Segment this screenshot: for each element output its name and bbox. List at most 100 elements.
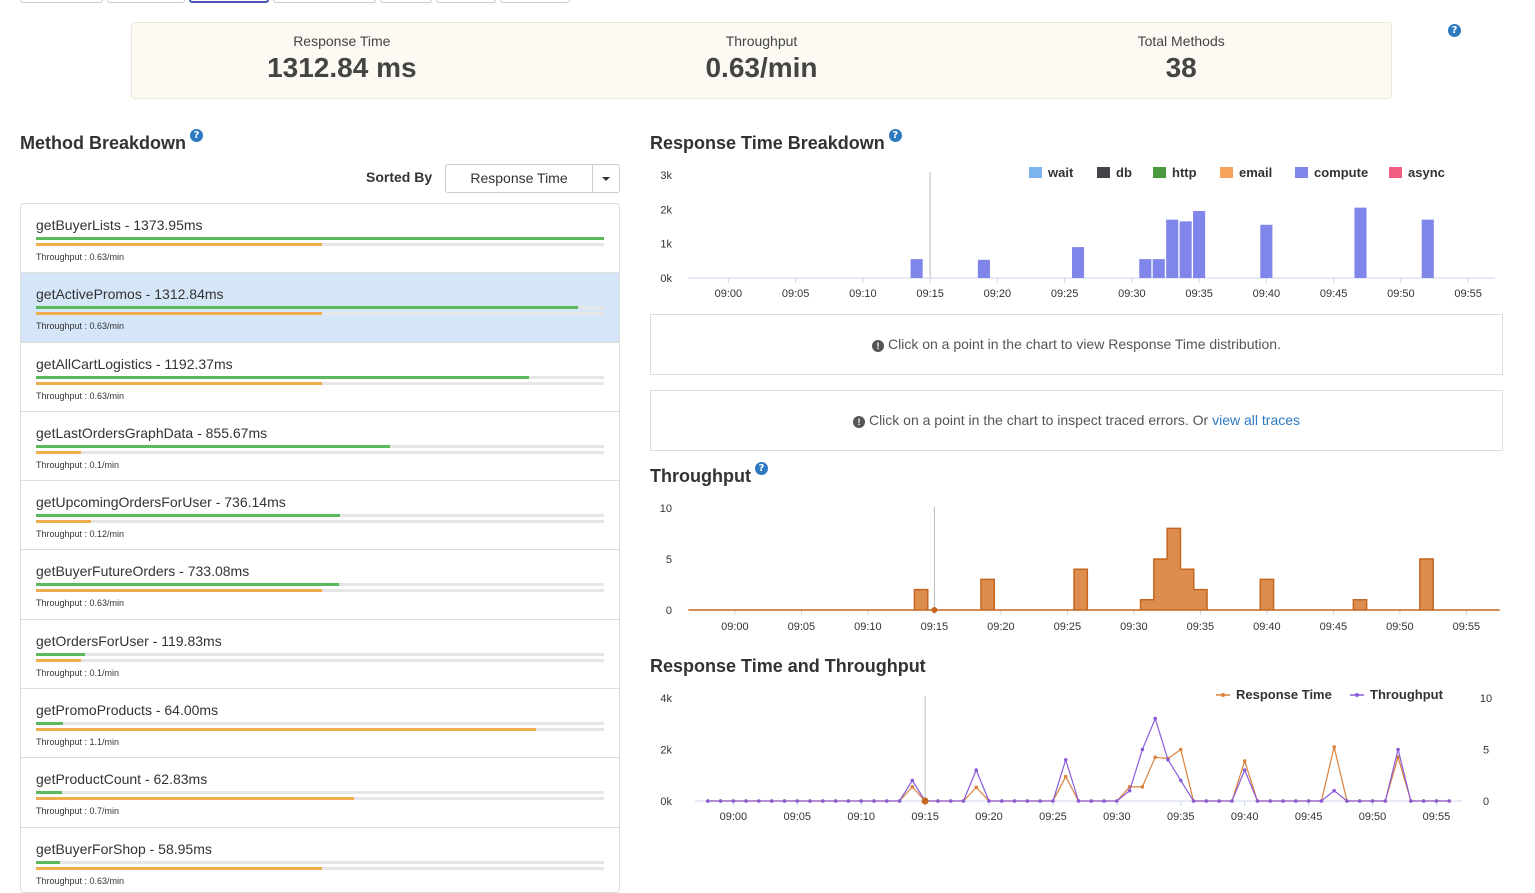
method-row[interactable]: getOrdersForUser - 119.83ms Throughput : … bbox=[21, 620, 619, 690]
throughput-bar bbox=[36, 243, 604, 246]
series-point bbox=[1421, 799, 1426, 803]
legend-item-async[interactable]: async bbox=[1389, 165, 1445, 180]
legend-swatch bbox=[1220, 167, 1233, 178]
series-point bbox=[1191, 799, 1196, 803]
throughput-chart[interactable]: 0 5 10 09:00 09:05 09:10 09:15 09:20 09:25 09:30 0… bbox=[650, 495, 1510, 640]
metric-value: 0.63/min bbox=[705, 52, 818, 83]
method-throughput: Throughput : 0.1/min bbox=[36, 667, 120, 678]
series-point bbox=[974, 768, 979, 772]
throughput-bar-fill bbox=[36, 589, 323, 593]
tab-5[interactable] bbox=[380, 0, 432, 3]
method-name: getBuyerForShop - 58.95ms bbox=[36, 840, 212, 857]
response-time-bar-fill bbox=[36, 514, 341, 518]
method-throughput: Throughput : 1.1/min bbox=[36, 737, 120, 748]
help-icon[interactable]: ? bbox=[1448, 24, 1461, 37]
throughput-bar-fill bbox=[36, 381, 323, 385]
x-tick-label: 09:35 bbox=[1185, 288, 1213, 300]
series-point bbox=[872, 799, 876, 803]
x-tick-label: 09:50 bbox=[1386, 621, 1414, 633]
response-time-bar-fill bbox=[36, 237, 604, 240]
throughput-bar-fill bbox=[36, 450, 82, 454]
response-time-bar bbox=[36, 583, 604, 587]
view-all-traces-link[interactable]: view all traces bbox=[1212, 412, 1301, 428]
series-point bbox=[1332, 745, 1336, 749]
metric-total-methods: Total Methods 38 bbox=[971, 23, 1391, 98]
method-row[interactable]: getUpcomingOrdersForUser - 736.14ms Throu… bbox=[21, 481, 619, 551]
series-point bbox=[1434, 799, 1439, 803]
help-icon[interactable]: ? bbox=[888, 129, 902, 142]
chevron-down-icon[interactable] bbox=[593, 165, 619, 192]
x-tick-label: 09:35 bbox=[1187, 621, 1215, 633]
sorted-by-label: Sorted By bbox=[366, 169, 433, 185]
method-row[interactable]: getAllCartLogistics - 1192.37ms Throughpu… bbox=[21, 343, 619, 412]
rt-throughput-chart[interactable]: 0k 2k 4k 0 5 10 09:00 09:05 09:10 09:15 09:20 09:25… bbox=[650, 684, 1510, 829]
response-time-bar bbox=[36, 237, 604, 240]
x-tick-label: 09:15 bbox=[911, 811, 939, 823]
method-row[interactable]: getPromoProducts - 64.00ms Throughput : 1… bbox=[21, 689, 619, 759]
throughput-bar-fill bbox=[36, 243, 323, 246]
legend-item-db[interactable]: db bbox=[1097, 165, 1132, 180]
throughput-area bbox=[688, 527, 1500, 611]
bar-compute bbox=[977, 259, 990, 278]
tab-4[interactable] bbox=[273, 0, 376, 3]
tab-7[interactable] bbox=[500, 0, 570, 3]
bar-compute bbox=[1166, 219, 1179, 278]
method-row[interactable]: getActivePromos - 1312.84ms Throughput : … bbox=[21, 273, 619, 343]
x-tick-label: 09:25 bbox=[1051, 288, 1079, 300]
metric-label: Throughput bbox=[725, 33, 798, 49]
sort-by-value[interactable]: Response Time bbox=[446, 165, 593, 192]
series-point bbox=[987, 799, 991, 803]
method-row[interactable]: getProductCount - 62.83ms Throughput : 0.… bbox=[21, 758, 619, 828]
series-point bbox=[731, 799, 736, 803]
y-tick-label: 0 bbox=[666, 605, 672, 617]
rt-distribution-text: Click on a point in the chart to view Re… bbox=[888, 336, 1281, 352]
tab-2[interactable] bbox=[107, 0, 185, 3]
series-point bbox=[1230, 799, 1234, 803]
legend-item-compute[interactable]: compute bbox=[1295, 165, 1368, 180]
legend-item-email[interactable]: email bbox=[1220, 165, 1272, 180]
bar-compute bbox=[1260, 224, 1273, 278]
method-list: getBuyerLists - 1373.95ms Throughput : 0.… bbox=[20, 203, 620, 893]
method-row[interactable]: getLastOrdersGraphData - 855.67ms Through… bbox=[21, 412, 619, 482]
x-tick-label: 09:55 bbox=[1423, 811, 1451, 823]
combined-chart-title: Response Time and Throughput bbox=[650, 656, 926, 677]
response-time-bar bbox=[36, 306, 604, 310]
throughput-title: Throughput? bbox=[650, 462, 768, 487]
method-name: getLastOrdersGraphData - 855.67ms bbox=[36, 424, 268, 441]
method-row[interactable]: getBuyerForShop - 58.95ms Throughput : 0.… bbox=[21, 828, 619, 892]
method-row[interactable]: getBuyerFutureOrders - 733.08ms Throughpu… bbox=[21, 550, 619, 620]
series-point bbox=[833, 799, 838, 803]
method-row[interactable]: getBuyerLists - 1373.95ms Throughput : 0.… bbox=[21, 204, 619, 274]
tab-3-active[interactable] bbox=[189, 0, 269, 3]
x-tick-label: 09:40 bbox=[1253, 621, 1281, 633]
method-name: getUpcomingOrdersForUser - 736.14ms bbox=[36, 494, 286, 511]
series-point bbox=[1319, 799, 1324, 803]
x-tick-label: 09:30 bbox=[1103, 811, 1131, 823]
tab-6[interactable] bbox=[436, 0, 496, 3]
help-icon[interactable]: ? bbox=[190, 129, 204, 142]
tab-1[interactable] bbox=[20, 0, 103, 3]
rt-breakdown-chart[interactable]: 0k 1k 2k 3k 09:00 09:05 09:10 09:15 09:20 09:25 09… bbox=[650, 160, 1510, 305]
x-tick-label: 09:45 bbox=[1320, 288, 1348, 300]
series-line-throughput bbox=[707, 716, 1450, 802]
bar-compute bbox=[1179, 221, 1192, 278]
x-tick-label: 09:30 bbox=[1120, 621, 1148, 633]
response-time-bar bbox=[36, 791, 604, 795]
bar-compute bbox=[1354, 207, 1367, 278]
help-icon[interactable]: ? bbox=[754, 462, 768, 475]
x-tick-label: 09:00 bbox=[720, 811, 748, 823]
legend-label: wait bbox=[1048, 165, 1074, 180]
series-point bbox=[884, 799, 889, 803]
series-point bbox=[910, 778, 915, 783]
series-point bbox=[1038, 799, 1042, 803]
series-point bbox=[1242, 759, 1247, 763]
legend-item-http[interactable]: http bbox=[1153, 165, 1197, 180]
metric-throughput: Throughput 0.63/min bbox=[552, 23, 972, 98]
throughput-bar bbox=[36, 381, 604, 385]
x-tick-label: 09:00 bbox=[721, 621, 749, 633]
series-point bbox=[1447, 799, 1452, 803]
series-point bbox=[1063, 774, 1068, 779]
method-throughput: Throughput : 0.12/min bbox=[36, 529, 125, 540]
legend-item-wait[interactable]: wait bbox=[1029, 165, 1073, 180]
sort-by-dropdown[interactable]: Response Time bbox=[445, 164, 620, 193]
